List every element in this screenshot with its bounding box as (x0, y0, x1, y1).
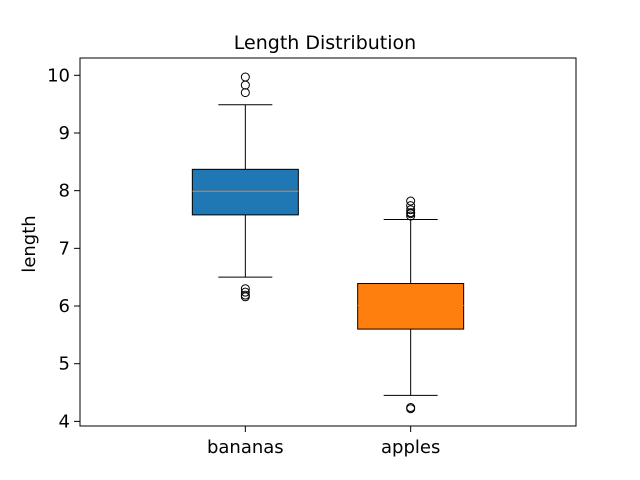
plot-area (191, 72, 465, 414)
outlier-point (240, 290, 250, 300)
y-tick-label: 4 (59, 411, 70, 432)
box-apples (357, 196, 465, 414)
outlier-point (240, 72, 250, 82)
y-tick-label: 9 (59, 123, 70, 144)
outlier-point (240, 80, 250, 90)
iqr-box (191, 168, 299, 216)
x-tick-label: bananas (207, 437, 284, 458)
outlier-point (240, 287, 250, 297)
outlier-point (406, 205, 416, 215)
y-tick-label: 8 (59, 181, 70, 202)
iqr-box (357, 283, 465, 330)
y-tick-label: 10 (47, 65, 70, 86)
outlier-point (240, 88, 250, 98)
outlier-point (406, 403, 416, 413)
y-tick-label: 7 (59, 238, 70, 259)
outlier-point (406, 201, 416, 211)
y-tick-label: 5 (59, 354, 70, 375)
y-axis-label: length (19, 215, 40, 272)
outlier-point (406, 196, 416, 206)
box-bananas (191, 72, 299, 302)
plot-frame (79, 57, 577, 427)
outlier-point (240, 292, 250, 302)
outlier-point (406, 211, 416, 221)
outlier-point (406, 208, 416, 218)
outlier-point (240, 284, 250, 294)
x-tick-label: apples (381, 437, 440, 458)
chart-title: Length Distribution (234, 32, 416, 54)
y-tick-label: 6 (59, 296, 70, 317)
